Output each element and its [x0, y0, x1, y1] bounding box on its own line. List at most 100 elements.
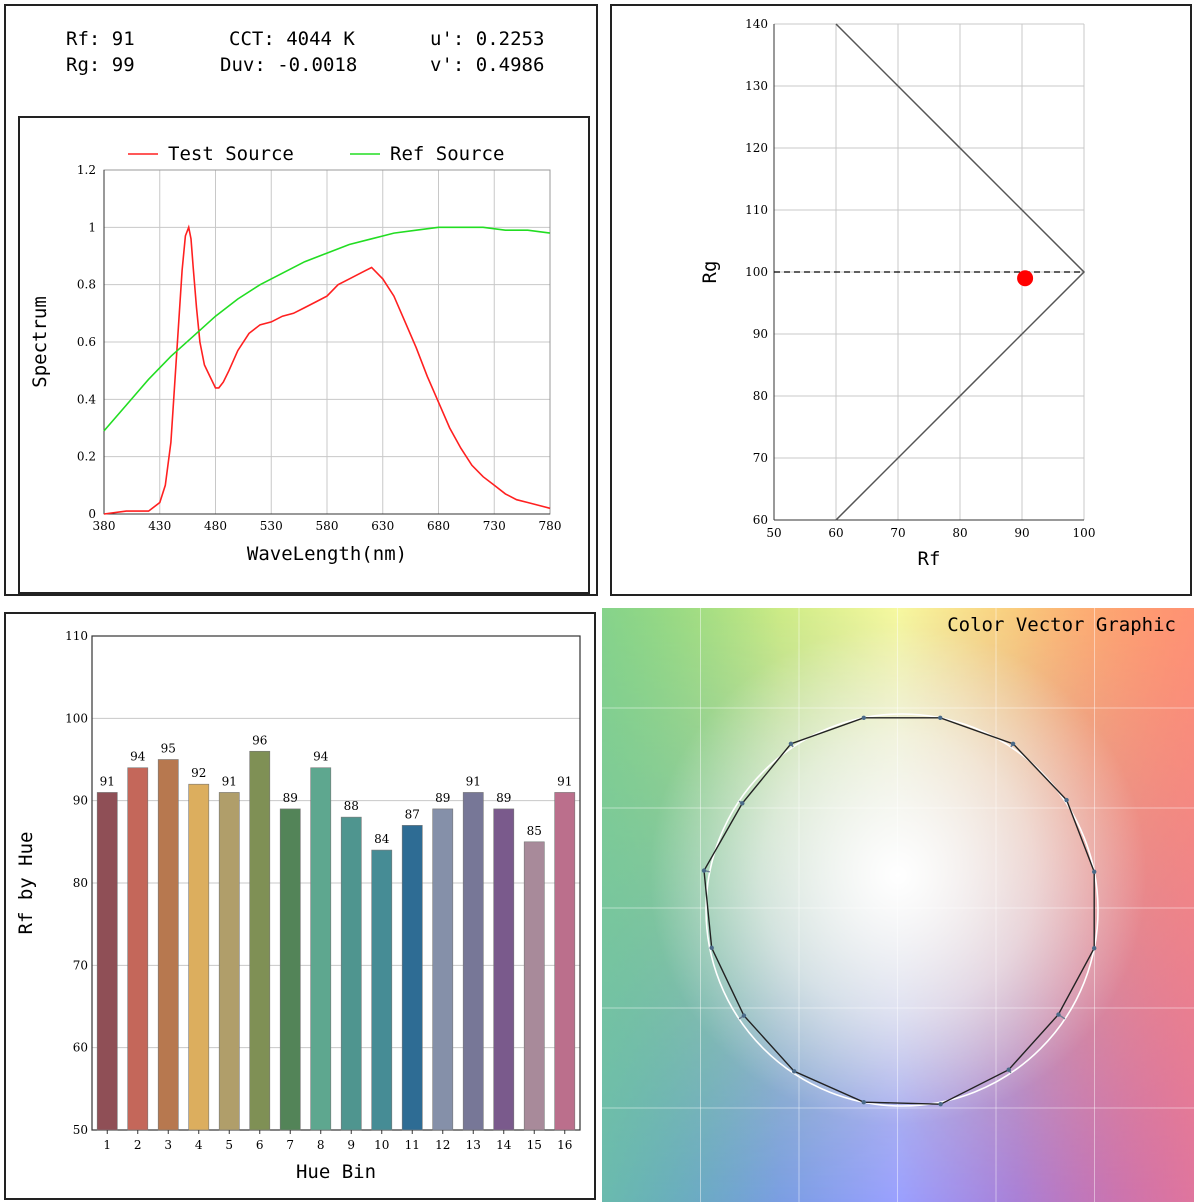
series-line-ref	[103, 226, 551, 432]
x-axis-title: Hue Bin	[296, 1161, 376, 1183]
bar-hue-7	[279, 808, 301, 1131]
bar-value-label: 91	[222, 774, 237, 788]
y-tick-label: 130	[745, 79, 768, 93]
legend-label-test: Test Source	[168, 143, 294, 165]
hue-vector-head	[701, 868, 707, 873]
u-prime-value: u': 0.2253	[430, 28, 545, 50]
bar-value-label: 84	[374, 832, 390, 846]
boundary-line	[835, 23, 1086, 521]
hue-vector-head	[938, 1101, 943, 1107]
hue-vector-head	[861, 715, 866, 720]
x-tick-label: 430	[148, 519, 171, 533]
bar-hue-11	[401, 825, 423, 1131]
bar-value-label: 89	[283, 791, 298, 805]
y-axis-title: Spectrum	[29, 296, 51, 388]
x-tick-label: 580	[316, 519, 339, 533]
x-tick-label: 80	[952, 526, 967, 540]
bar-hue-3	[157, 759, 179, 1131]
y-axis-title: Rf by Hue	[15, 832, 37, 935]
hue-vector-head	[938, 715, 943, 720]
data-point	[1017, 270, 1034, 287]
bar-hue-16	[554, 792, 576, 1131]
x-tick-label: 2	[134, 1138, 142, 1152]
x-tick-label: 15	[527, 1138, 542, 1152]
y-tick-label: 60	[753, 513, 768, 527]
reference-circle	[705, 713, 1099, 1107]
hue-vector-head	[1010, 741, 1016, 746]
hue-vector-head	[741, 1013, 747, 1018]
bar-value-label: 88	[344, 799, 359, 813]
x-tick-label: 530	[260, 519, 283, 533]
bar-hue-13	[462, 792, 484, 1131]
y-tick-label: 0.6	[77, 335, 96, 349]
y-tick-label: 90	[73, 794, 88, 808]
bar-value-label: 94	[130, 750, 146, 764]
bar-hue-2	[127, 767, 149, 1131]
colorimetric-readout: Rf: 91 Rg: 99 CCT: 4044 K Duv: -0.0018 u…	[66, 28, 576, 78]
y-tick-label: 70	[753, 451, 768, 465]
y-tick-label: 120	[745, 141, 768, 155]
x-tick-label: 9	[347, 1138, 355, 1152]
y-tick-label: 100	[65, 711, 88, 725]
bar-value-label: 91	[557, 774, 572, 788]
bar-value-label: 95	[161, 742, 176, 756]
hue-vector-head	[1056, 1012, 1061, 1017]
bar-hue-12	[432, 808, 454, 1131]
rf-value: Rf: 91	[66, 28, 135, 50]
y-tick-label: 110	[65, 629, 88, 643]
x-tick-label: 100	[1073, 526, 1096, 540]
y-tick-label: 0.4	[77, 392, 96, 406]
x-tick-label: 60	[828, 526, 843, 540]
y-tick-label: 70	[73, 958, 88, 972]
bar-hue-15	[523, 841, 545, 1131]
series-line-test	[103, 224, 551, 515]
bar-value-label: 91	[100, 774, 115, 788]
bar-value-label: 96	[252, 733, 267, 747]
y-tick-label: 60	[73, 1041, 88, 1055]
hue-vector-head	[788, 741, 794, 746]
x-tick-label: 5	[225, 1138, 233, 1152]
rf-by-hue-panel: 50 60 70 80 90 100 110 91 1 94 2 95 3 92 4 91 5 96 6 89 7 94 8…	[4, 612, 596, 1200]
x-tick-label: 6	[256, 1138, 264, 1152]
y-tick-label: 80	[753, 389, 768, 403]
x-tick-label: 16	[557, 1138, 572, 1152]
bar-hue-10	[371, 849, 393, 1131]
bar-value-label: 91	[466, 774, 481, 788]
spectrum-chart-frame: 380 430 480 530 580 630 680 730 780 0 0.2 0.4 0.6 0.8…	[18, 116, 590, 594]
bar-value-label: 85	[527, 824, 542, 838]
x-tick-label: 10	[374, 1138, 389, 1152]
x-tick-label: 90	[1014, 526, 1029, 540]
hue-vector-head	[791, 1069, 797, 1074]
bar-hue-5	[218, 792, 240, 1131]
hue-vector-head	[1092, 869, 1097, 874]
x-tick-label: 3	[164, 1138, 172, 1152]
y-tick-label: 0.8	[77, 278, 96, 292]
y-tick-label: 90	[753, 327, 768, 341]
bar-hue-6	[249, 750, 271, 1131]
color-vector-title: Color Vector Graphic	[947, 614, 1176, 636]
hue-vector-head	[1064, 797, 1069, 803]
hue-vector-head	[740, 801, 745, 806]
x-tick-label: 7	[286, 1138, 294, 1152]
y-tick-label: 1.2	[77, 163, 96, 177]
x-tick-label: 12	[435, 1138, 450, 1152]
x-tick-label: 50	[766, 526, 781, 540]
spectrum-panel: Rf: 91 Rg: 99 CCT: 4044 K Duv: -0.0018 u…	[4, 4, 598, 596]
bar-hue-14	[493, 808, 515, 1131]
bar-value-label: 94	[313, 750, 329, 764]
duv-value: Duv: -0.0018	[220, 54, 358, 76]
bar-value-label: 87	[405, 807, 420, 821]
bar-hue-9	[340, 816, 362, 1131]
x-tick-label: 11	[405, 1138, 420, 1152]
v-prime-value: v': 0.4986	[430, 54, 545, 76]
hue-vector-head	[709, 945, 714, 951]
x-tick-label: 1	[103, 1138, 111, 1152]
y-tick-label: 0	[88, 507, 96, 521]
x-tick-label: 680	[427, 519, 450, 533]
hue-vector-head	[1092, 946, 1097, 951]
bar-value-label: 89	[496, 791, 511, 805]
x-tick-label: 380	[93, 519, 116, 533]
x-tick-label: 8	[317, 1138, 325, 1152]
rg-value: Rg: 99	[66, 54, 135, 76]
